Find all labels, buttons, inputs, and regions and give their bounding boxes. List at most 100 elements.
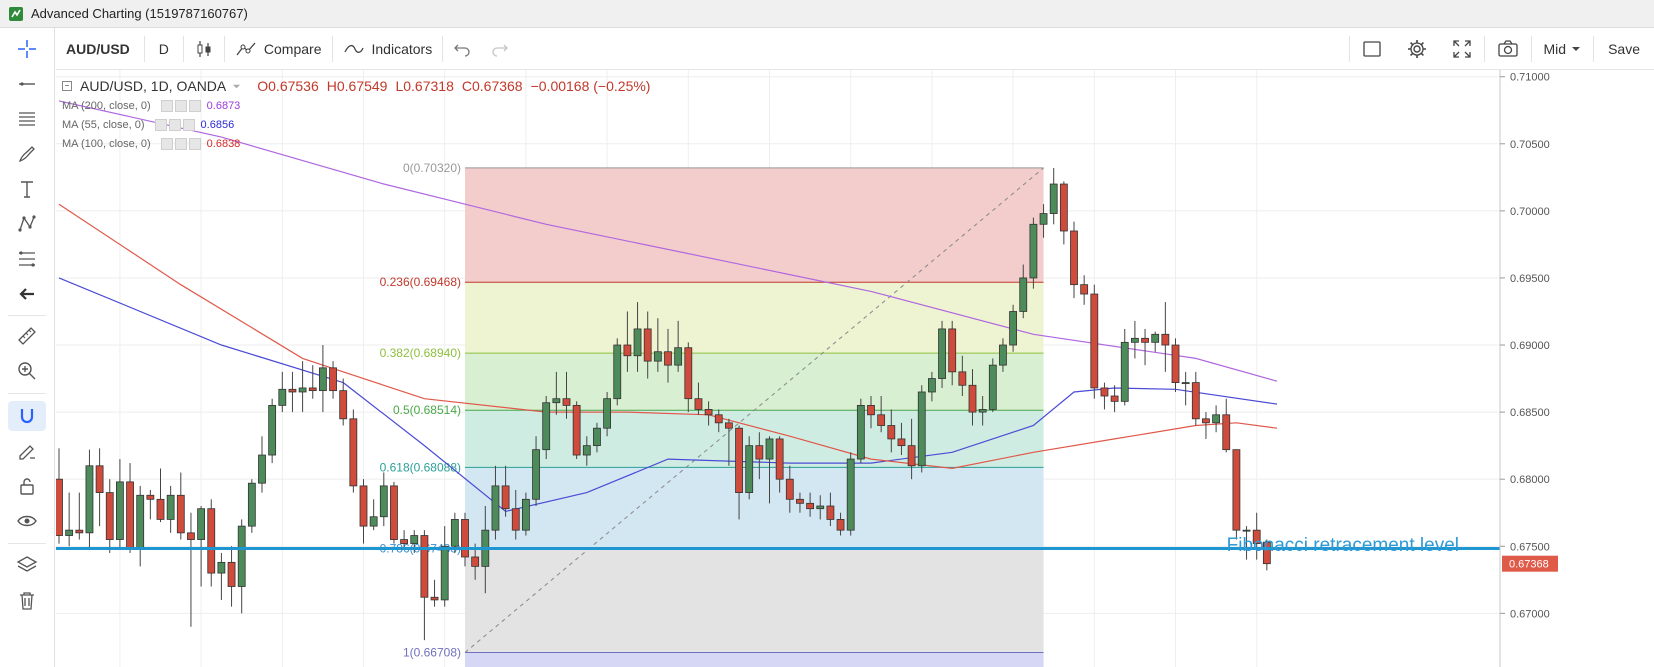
candle — [1252, 512, 1261, 560]
candle — [674, 320, 683, 372]
candle — [1242, 526, 1251, 560]
layers-icon[interactable] — [8, 550, 46, 580]
candle-body — [217, 561, 226, 574]
trend-line-tool-icon[interactable] — [8, 69, 46, 99]
candle — [440, 526, 449, 607]
close-icon[interactable] — [188, 99, 201, 112]
interval-button[interactable]: D — [158, 40, 169, 57]
price-tick-label: 0.69000 — [1510, 340, 1550, 352]
lock-icon[interactable] — [8, 471, 46, 501]
crosshair-tool-icon[interactable] — [8, 34, 46, 64]
camera-icon — [1497, 40, 1518, 57]
legend-indicator-ma100[interactable]: MA (100, close, 0) 0.6838 — [62, 134, 650, 153]
candle — [187, 512, 195, 627]
chart-area[interactable]: 0(0.70320) 0.236(0.69468) 0.382(0.68940) 0.… — [56, 70, 1654, 667]
candle-body — [633, 328, 642, 357]
gear-icon[interactable] — [174, 99, 187, 112]
chart-style-button[interactable] — [184, 28, 224, 70]
candle-body — [1191, 382, 1200, 420]
candle-body — [471, 556, 480, 567]
fullscreen-select-button[interactable] — [1350, 28, 1394, 70]
chevron-down-icon[interactable] — [232, 82, 241, 91]
candle-body — [1161, 333, 1170, 346]
candle — [806, 492, 814, 517]
legend-indicator-ma55[interactable]: MA (55, close, 0) 0.6856 — [62, 115, 650, 134]
candle — [237, 519, 246, 614]
candle-body — [146, 494, 155, 500]
eye-icon[interactable] — [8, 506, 46, 536]
toolbar-divider — [1348, 36, 1350, 62]
candle-body — [298, 387, 307, 393]
horizontal-lines-tool-icon[interactable] — [8, 104, 46, 134]
gear-icon[interactable] — [168, 118, 181, 131]
collapse-legend-icon[interactable] — [62, 81, 72, 91]
candle — [582, 436, 591, 466]
indicator-controls[interactable] — [160, 137, 201, 150]
redo-button[interactable] — [481, 28, 519, 70]
candle — [1070, 221, 1078, 299]
candle — [217, 552, 226, 600]
back-arrow-icon[interactable] — [8, 279, 46, 309]
zoom-in-icon[interactable] — [8, 356, 46, 386]
undo-button[interactable] — [443, 28, 481, 70]
candle — [836, 512, 845, 536]
candle-body — [136, 494, 145, 550]
candle-body — [1120, 341, 1129, 402]
candle-body — [917, 391, 926, 467]
text-tool-icon[interactable] — [8, 174, 46, 204]
candle-body — [318, 367, 327, 392]
candle — [735, 425, 743, 520]
candle-body — [562, 398, 571, 406]
candle — [1181, 371, 1190, 406]
brush-tool-icon[interactable] — [8, 139, 46, 169]
fib-zone — [465, 282, 1044, 354]
fullscreen-button[interactable] — [1440, 28, 1484, 70]
eye-icon[interactable] — [154, 118, 167, 131]
indicators-button[interactable]: Indicators — [333, 28, 443, 70]
magnet-icon[interactable] — [8, 401, 46, 431]
compare-button[interactable]: Compare — [225, 28, 332, 70]
candle — [1171, 338, 1180, 392]
candle-body — [613, 344, 622, 400]
eye-icon[interactable] — [160, 99, 173, 112]
candle-body — [65, 529, 74, 536]
candle — [491, 465, 500, 540]
fib-retracement-tool-icon[interactable] — [8, 244, 46, 274]
price-tick-label: 0.67500 — [1510, 541, 1550, 553]
candle — [928, 371, 936, 402]
legend-close: C0.67368 — [461, 78, 523, 94]
legend-main-series[interactable]: AUD/USD, 1D, OANDA O0.67536 H0.67549 L0.… — [62, 76, 650, 96]
candle-body — [653, 351, 662, 362]
legend-indicator-ma200[interactable]: MA (200, close, 0) 0.6873 — [62, 96, 650, 115]
settings-button[interactable] — [1394, 28, 1440, 70]
eye-icon[interactable] — [160, 137, 173, 150]
indicator-controls[interactable] — [160, 99, 201, 112]
pattern-tool-icon[interactable] — [8, 209, 46, 239]
candle — [542, 396, 551, 460]
candle-body — [948, 328, 957, 373]
price-chart[interactable]: 0(0.70320) 0.236(0.69468) 0.382(0.68940) 0.… — [56, 70, 1654, 667]
gear-icon[interactable] — [174, 137, 187, 150]
close-icon[interactable] — [182, 118, 195, 131]
candle-body — [247, 482, 256, 527]
ruler-tool-icon[interactable] — [8, 321, 46, 351]
save-button[interactable]: Save — [1608, 41, 1640, 57]
candle — [390, 481, 398, 544]
indicator-controls[interactable] — [154, 118, 195, 131]
candle — [359, 479, 368, 544]
candle-body — [1070, 230, 1078, 286]
trash-icon[interactable] — [8, 585, 46, 615]
candle-body — [1171, 344, 1180, 383]
candle-body — [1059, 183, 1068, 232]
candle — [461, 512, 469, 567]
candle — [765, 436, 774, 504]
symbol-search-button[interactable]: AUD/USD — [66, 40, 130, 57]
price-mode-dropdown[interactable]: Mid — [1532, 28, 1594, 70]
stay-in-drawing-mode-icon[interactable] — [8, 436, 46, 466]
candle-body — [1141, 337, 1149, 343]
sidebar-divider — [8, 543, 46, 544]
candle-body — [156, 498, 165, 520]
close-icon[interactable] — [188, 137, 201, 150]
snapshot-button[interactable] — [1485, 28, 1531, 70]
candle-body — [1252, 529, 1261, 544]
